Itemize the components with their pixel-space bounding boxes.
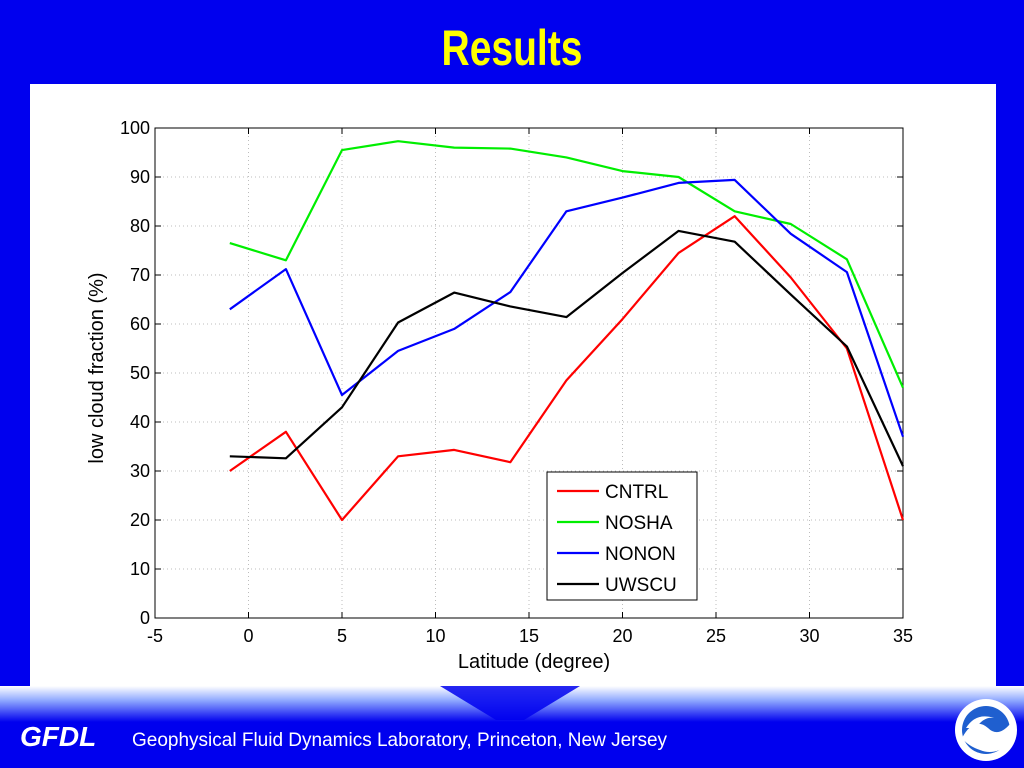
legend-label-nosha: NOSHA xyxy=(605,513,673,534)
x-tick-label: 5 xyxy=(337,626,347,646)
x-tick-label: 20 xyxy=(612,626,632,646)
series-line-nosha xyxy=(229,140,905,389)
y-tick-label: 40 xyxy=(130,412,150,432)
x-axis-label: Latitude (degree) xyxy=(458,651,610,673)
x-tick-label: 35 xyxy=(893,626,913,646)
y-tick-label: 30 xyxy=(130,461,150,481)
footer-brand: GFDL xyxy=(20,721,97,752)
noaa-logo-icon xyxy=(955,699,1017,761)
series-line-cntrl xyxy=(229,215,905,522)
x-tick-label: 30 xyxy=(799,626,819,646)
legend-label-nonon: NONON xyxy=(605,544,676,565)
x-tick-label: 10 xyxy=(425,626,445,646)
x-tick-label: 25 xyxy=(706,626,726,646)
footer-lab-name: Geophysical Fluid Dynamics Laboratory, P… xyxy=(132,730,668,751)
y-tick-label: 60 xyxy=(130,314,150,334)
legend-label-cntrl: CNTRL xyxy=(605,482,668,503)
y-tick-label: 10 xyxy=(130,559,150,579)
series-line-nonon xyxy=(229,178,905,438)
series-line-uwscu xyxy=(229,229,904,467)
y-tick-label: 100 xyxy=(120,118,150,138)
legend-box xyxy=(546,471,698,601)
y-tick-label: 90 xyxy=(130,167,150,187)
x-tick-label: 0 xyxy=(243,626,253,646)
legend-label-uwscu: UWSCU xyxy=(605,575,677,596)
y-axis-label: low cloud fraction (%) xyxy=(86,272,108,463)
y-tick-label: 0 xyxy=(140,608,150,628)
y-tick-label: 80 xyxy=(130,216,150,236)
footer-bar xyxy=(0,722,1024,768)
y-tick-label: 70 xyxy=(130,265,150,285)
y-tick-label: 50 xyxy=(130,363,150,383)
x-tick-label: 15 xyxy=(519,626,539,646)
slide-title: Results xyxy=(441,20,583,76)
x-tick-label: -5 xyxy=(147,626,163,646)
y-tick-label: 20 xyxy=(130,510,150,530)
